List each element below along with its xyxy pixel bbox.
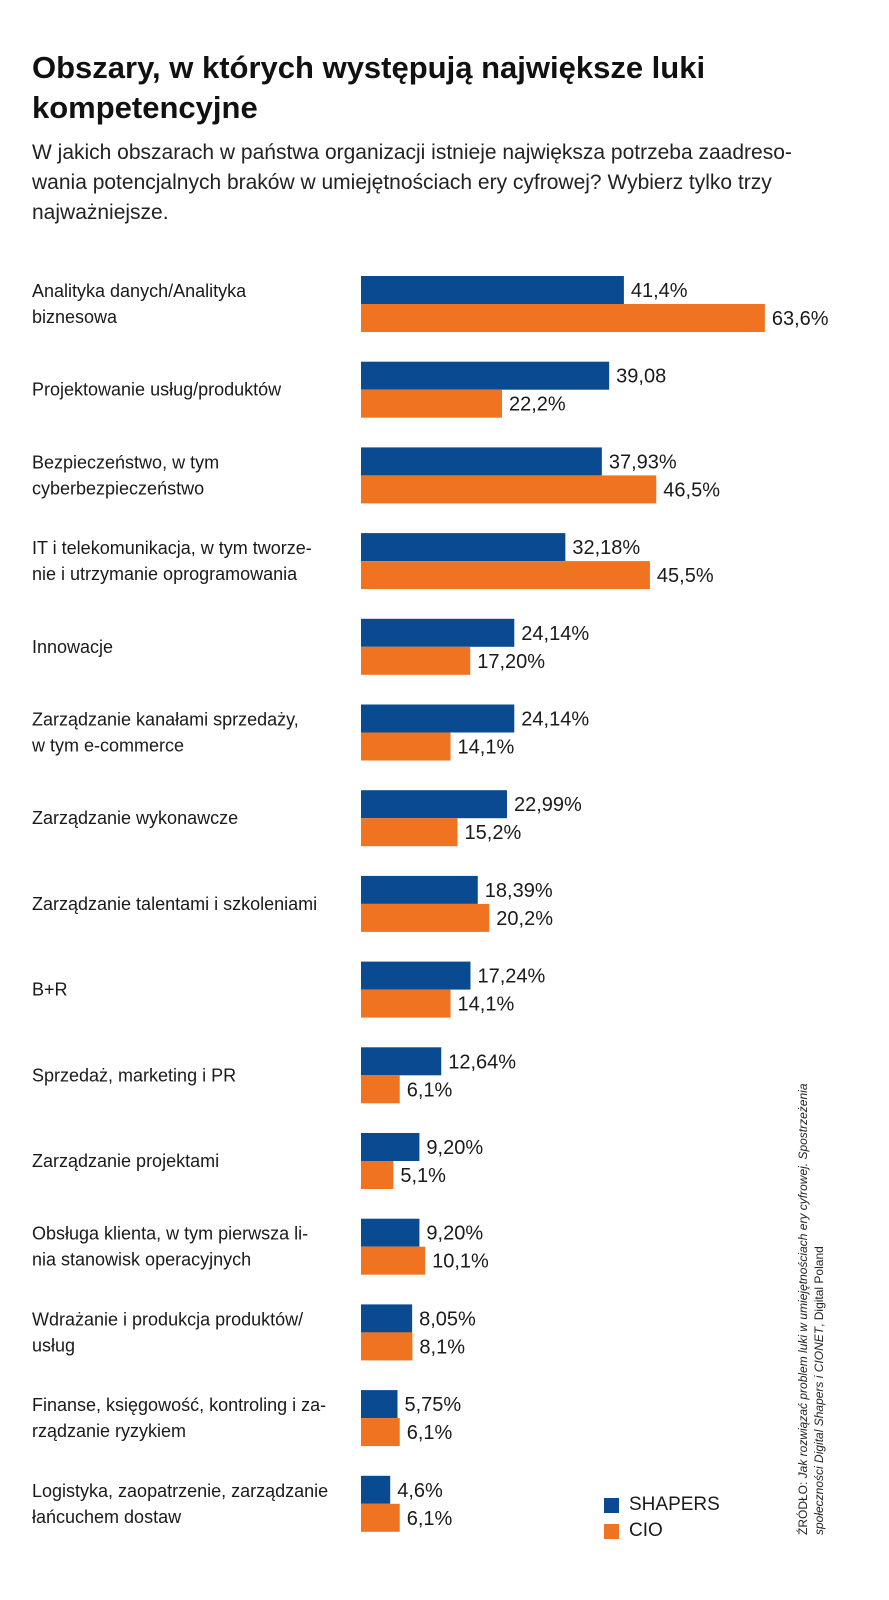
bar-cio (361, 1075, 400, 1104)
value-label-cio: 63,6% (772, 308, 829, 330)
value-label-cio: 6,1% (407, 1508, 453, 1530)
source-suffix: , Digital Poland (812, 1246, 826, 1327)
bar-shapers (361, 1475, 391, 1504)
category-label: Analityka danych/Analityka biznesowa (32, 281, 247, 327)
category-label: Obsługa klienta, w tym pierwsza li-nia s… (32, 1224, 308, 1270)
value-label-cio: 22,2% (509, 394, 566, 416)
category-label: B+R (32, 980, 68, 1000)
bar-cio (361, 304, 765, 332)
bar-shapers (361, 1390, 398, 1419)
bar-shapers (361, 533, 566, 562)
legend-label-cio: CIO (629, 1520, 663, 1541)
category-label: Sprzedaż, marketing i PR (32, 1065, 236, 1085)
value-label-shapers: 41,4% (631, 280, 688, 302)
value-label-cio: 45,5% (657, 565, 714, 587)
bar-cio (361, 1418, 400, 1447)
value-label-cio: 14,1% (458, 737, 515, 759)
value-label-shapers: 8,05% (419, 1308, 476, 1330)
value-label-shapers: 5,75% (405, 1394, 462, 1416)
category-label: Logistyka, zaopatrzenie, zarządzanie łańc… (32, 1481, 328, 1527)
category-label: Finanse, księgowość, kontroling i za-rzą… (32, 1395, 326, 1441)
value-label-shapers: 22,99% (514, 794, 582, 816)
category-label: Innowacje (32, 637, 113, 657)
value-label-cio: 15,2% (465, 822, 522, 844)
legend-label-shapers: SHAPERS (629, 1494, 720, 1515)
bar-shapers (361, 361, 610, 390)
bar-cio (361, 646, 471, 675)
category-label: IT i telekomunikacja, w tym tworze-nie i… (32, 538, 312, 584)
value-label-shapers: 12,64% (448, 1051, 516, 1073)
chart-subtitle: W jakich obszarach w państwa organizacji… (32, 141, 792, 224)
value-label-shapers: 4,6% (397, 1480, 443, 1502)
value-label-shapers: 39,08 (616, 366, 666, 388)
legend-swatch-shapers (604, 1497, 619, 1513)
bar-cio (361, 1332, 413, 1361)
category-label: Zarządzanie wykonawcze (32, 808, 238, 828)
source-note: ŹRÓDŁO: Jak rozwiązać problem luki w umi… (795, 1035, 827, 1536)
bar-shapers (361, 1304, 413, 1333)
category-label: Bezpieczeństwo, w tym cyberbezpieczeństwo (32, 452, 219, 498)
value-label-shapers: 24,14% (521, 709, 589, 731)
category-label: Wdrażanie i produkcja produktów/usług (32, 1309, 303, 1355)
legend-item-cio: CIO (604, 1518, 720, 1544)
bar-shapers (361, 1047, 442, 1076)
bar-cio (361, 389, 502, 418)
bar-shapers (361, 704, 515, 733)
bar-shapers (361, 1133, 420, 1161)
value-label-shapers: 9,20% (426, 1137, 483, 1159)
category-label: Projektowanie usług/produktów (32, 380, 282, 400)
bar-cio (361, 903, 490, 932)
source-prefix: ŹRÓDŁO: (796, 1478, 810, 1535)
legend: SHAPERS CIO (604, 1492, 720, 1544)
value-label-cio: 46,5% (663, 479, 720, 501)
value-label-cio: 14,1% (458, 994, 515, 1016)
bar-shapers (361, 1218, 420, 1247)
value-label-cio: 6,1% (407, 1079, 453, 1101)
value-label-cio: 5,1% (400, 1165, 446, 1187)
category-label: Zarządzanie kanałami sprzedaży, w tym e-c… (31, 710, 299, 756)
value-label-cio: 20,2% (496, 908, 553, 930)
bar-shapers (361, 618, 515, 647)
bar-shapers (361, 276, 624, 304)
legend-item-shapers: SHAPERS (604, 1492, 720, 1518)
bar-shapers (361, 790, 507, 819)
bar-cio (361, 818, 458, 847)
value-label-shapers: 37,93% (609, 451, 677, 473)
bar-shapers (361, 961, 471, 990)
legend-swatch-cio (604, 1523, 619, 1539)
bar-cio (361, 561, 650, 590)
value-label-shapers: 24,14% (521, 623, 589, 645)
bar-cio (361, 1161, 394, 1189)
bar-chart: Analityka danych/Analityka biznesowa 41,4%… (31, 276, 829, 1532)
value-label-cio: 8,1% (419, 1336, 465, 1358)
bar-cio (361, 732, 451, 761)
category-label: Zarządzanie talentami i szkoleniami (32, 894, 317, 914)
bar-shapers (361, 875, 478, 904)
value-label-shapers: 32,18% (572, 537, 640, 559)
chart-title: Obszary, w których występują największe … (32, 50, 706, 125)
value-label-shapers: 17,24% (477, 966, 545, 988)
bar-cio (361, 1503, 400, 1532)
value-label-cio: 17,20% (477, 651, 545, 673)
bar-cio (361, 1246, 426, 1275)
category-label: Zarządzanie projektami (32, 1151, 219, 1171)
bar-cio (361, 475, 657, 504)
bar-cio (361, 989, 451, 1018)
value-label-cio: 10,1% (432, 1251, 489, 1273)
value-label-shapers: 9,20% (426, 1223, 483, 1245)
value-label-shapers: 18,39% (485, 880, 553, 902)
value-label-cio: 6,1% (407, 1422, 453, 1444)
bar-shapers (361, 447, 602, 476)
